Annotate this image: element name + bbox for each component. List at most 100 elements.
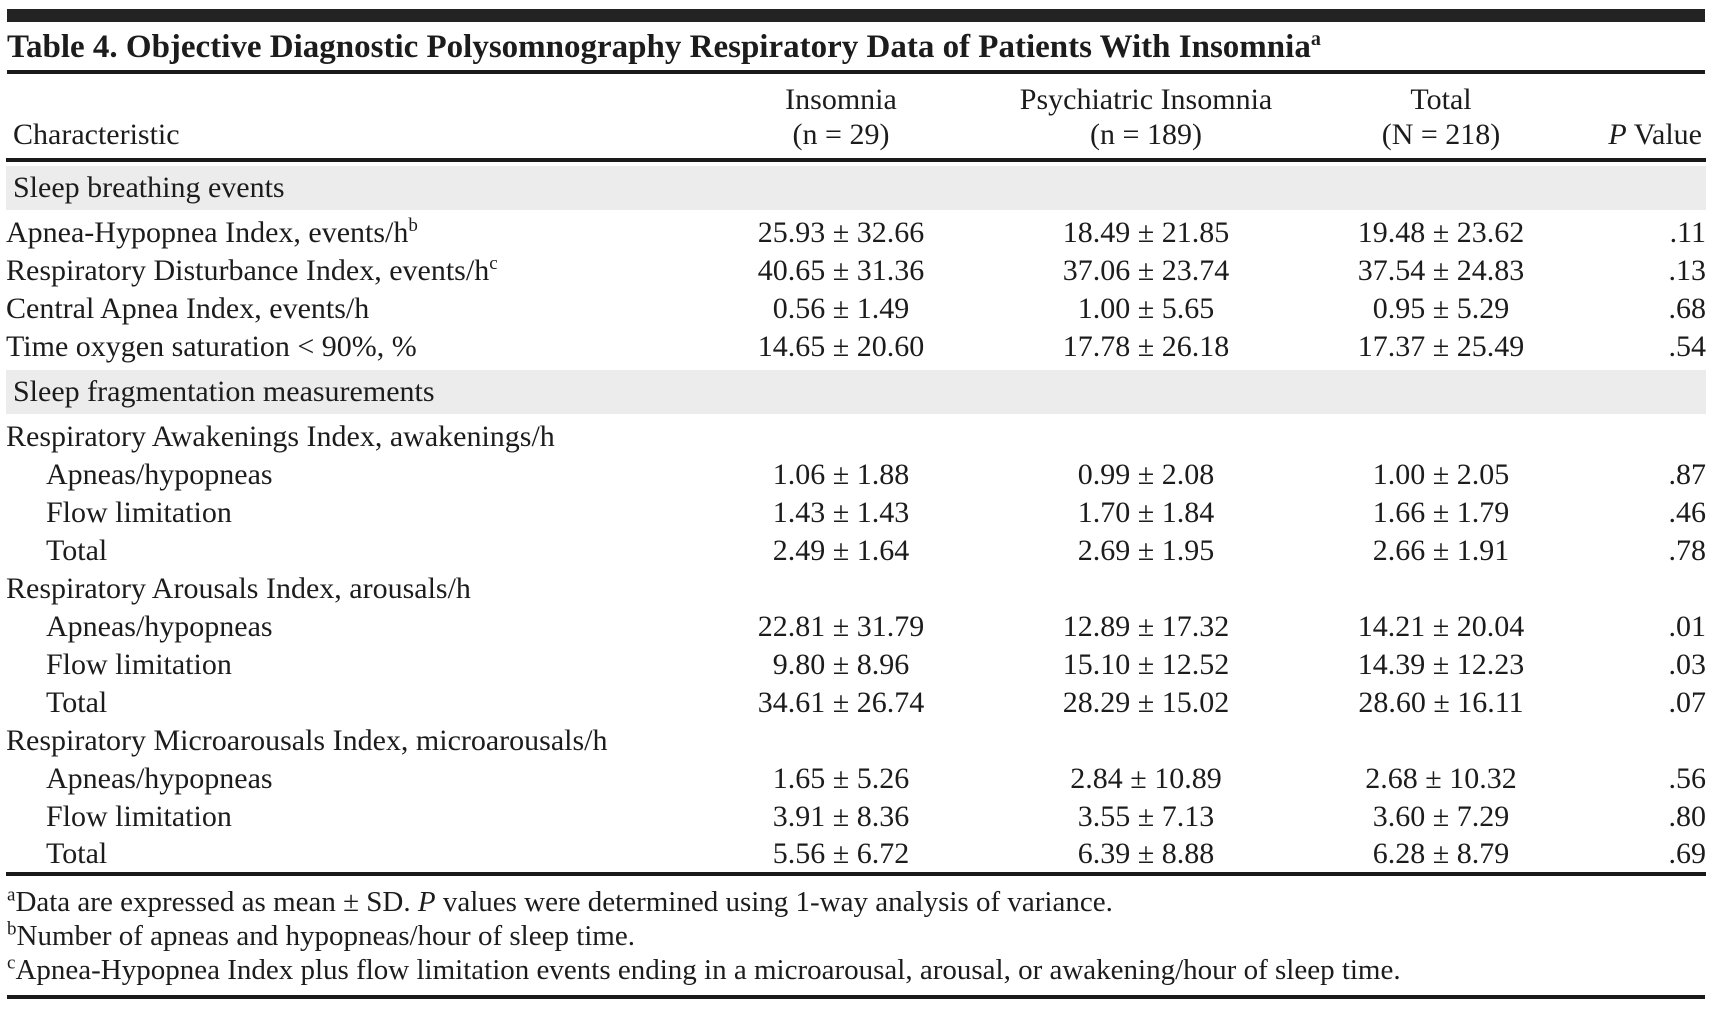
table-row: Apneas/hypopneas 1.65 ± 5.26 2.84 ± 10.89 2…: [6, 760, 1706, 798]
group-subheader-cell: Respiratory Arousals Index, arousals/h: [6, 570, 1706, 608]
footnote-c: cApnea-Hypopnea Index plus flow limitati…: [7, 953, 1705, 987]
value-total: 19.48 ± 23.62: [1357, 216, 1525, 249]
value-insomnia: 34.61 ± 26.74: [757, 686, 925, 719]
value-insomnia: 22.81 ± 31.79: [757, 610, 925, 643]
value-insomnia: 14.65 ± 20.60: [757, 330, 925, 363]
row-label-cell: Flow limitation: [6, 646, 706, 684]
value-insomnia: 1.43 ± 1.43: [772, 496, 910, 529]
row-label: Total: [46, 837, 108, 870]
table-title: Table 4. Objective Diagnostic Polysomnog…: [0, 22, 1712, 70]
value-psychiatric-insomnia: 15.10 ± 12.52: [1062, 648, 1230, 681]
table-row: Flow limitation 3.91 ± 8.36 3.55 ± 7.13 3.6…: [6, 798, 1706, 836]
row-label-cell: Flow limitation: [6, 798, 706, 836]
footnote-b-superscript: b: [7, 918, 17, 940]
value-insomnia: 3.91 ± 8.36: [772, 800, 910, 833]
table-row: Total 34.61 ± 26.74 28.29 ± 15.02 28.60 ± 1…: [6, 684, 1706, 722]
row-label: Apnea-Hypopnea Index, events/h: [6, 216, 409, 249]
row-label: Flow limitation: [46, 800, 232, 833]
value-psychiatric-insomnia: 0.99 ± 2.08: [1077, 458, 1215, 491]
value-psychiatric-insomnia: 28.29 ± 15.02: [1062, 686, 1230, 719]
row-label-superscript: c: [489, 253, 498, 274]
row-label-cell: Total: [6, 836, 706, 874]
row-label: Apneas/hypopneas: [46, 458, 273, 491]
top-rule: [7, 9, 1705, 22]
value-total: 3.60 ± 7.29: [1372, 800, 1510, 833]
value-insomnia: 1.65 ± 5.26: [772, 762, 910, 795]
section-header-label: Sleep fragmentation measurements: [13, 375, 435, 408]
value-total: 28.60 ± 16.11: [1358, 686, 1524, 719]
value-total: 14.39 ± 12.23: [1357, 648, 1525, 681]
footnote-b: bNumber of apneas and hypopneas/hour of …: [7, 919, 1705, 953]
p-value: .78: [1668, 534, 1707, 567]
table-row: Total 5.56 ± 6.72 6.39 ± 8.88 6.28 ± 8.79 .6…: [6, 836, 1706, 874]
value-insomnia: 25.93 ± 32.66: [757, 216, 925, 249]
column-header-psychiatric-line1: Psychiatric Insomnia: [1019, 83, 1273, 116]
row-label: Total: [46, 686, 108, 719]
row-label-cell: Apneas/hypopneas: [6, 760, 706, 798]
column-header-psychiatric-line2: (n = 189): [1090, 118, 1202, 151]
group-subheader-row: Respiratory Microarousals Index, microar…: [6, 722, 1706, 760]
p-value: .01: [1668, 610, 1707, 643]
row-label: Flow limitation: [46, 648, 232, 681]
value-total: 1.00 ± 2.05: [1372, 458, 1510, 491]
footnote-c-superscript: c: [7, 952, 16, 974]
row-label-cell: Apneas/hypopneas: [6, 456, 706, 494]
value-insomnia: 0.56 ± 1.49: [772, 292, 910, 325]
row-label-cell: Total: [6, 532, 706, 570]
value-psychiatric-insomnia: 37.06 ± 23.74: [1062, 254, 1230, 287]
row-label-cell: Respiratory Disturbance Index, events/hc: [6, 252, 706, 290]
value-psychiatric-insomnia: 1.00 ± 5.65: [1077, 292, 1215, 325]
row-label-cell: Central Apnea Index, events/h: [6, 290, 706, 328]
value-insomnia: 2.49 ± 1.64: [772, 534, 910, 567]
row-label-cell: Flow limitation: [6, 494, 706, 532]
value-insomnia: 1.06 ± 1.88: [772, 458, 910, 491]
value-psychiatric-insomnia: 18.49 ± 21.85: [1062, 216, 1230, 249]
row-label-cell: Time oxygen saturation < 90%, %: [6, 328, 706, 366]
value-total: 2.66 ± 1.91: [1372, 534, 1510, 567]
footnote-a-text: Data are expressed as mean ± SD.: [15, 886, 418, 918]
bottom-rule: [7, 995, 1705, 999]
table-header: Characteristic Insomnia (n = 29) Psychia…: [6, 74, 1706, 162]
column-header-insomnia: Insomnia (n = 29): [706, 74, 976, 162]
column-header-total-line1: Total: [1410, 83, 1472, 116]
value-total: 37.54 ± 24.83: [1357, 254, 1525, 287]
p-value-label-rest: Value: [1626, 118, 1702, 151]
footnote-a-superscript: a: [7, 884, 16, 906]
table-row: Apneas/hypopneas 22.81 ± 31.79 12.89 ± 17.…: [6, 608, 1706, 646]
table-title-superscript: a: [1310, 28, 1321, 50]
row-label: Apneas/hypopneas: [46, 762, 273, 795]
p-value: .80: [1668, 800, 1707, 833]
p-value: .11: [1669, 216, 1706, 249]
value-psychiatric-insomnia: 1.70 ± 1.84: [1077, 496, 1215, 529]
table-row: Respiratory Disturbance Index, events/hc…: [6, 252, 1706, 290]
section-header-band: Sleep fragmentation measurements: [6, 370, 1706, 414]
footnote-b-text: Number of apneas and hypopneas/hour of s…: [16, 920, 636, 952]
footnote-a-text-post: values were determined using 1-way analy…: [435, 886, 1113, 918]
value-total: 0.95 ± 5.29: [1372, 292, 1510, 325]
p-value: .68: [1668, 292, 1707, 325]
column-header-p-value: P Value: [1566, 74, 1706, 162]
row-label-cell: Apneas/hypopneas: [6, 608, 706, 646]
footnotes: aData are expressed as mean ± SD. P valu…: [7, 876, 1705, 987]
table-body: Sleep breathing events Apnea-Hypopnea Ind…: [6, 160, 1706, 874]
column-header-total-line2: (N = 218): [1381, 118, 1501, 151]
row-label-cell: Apnea-Hypopnea Index, events/hb: [6, 214, 706, 252]
value-psychiatric-insomnia: 6.39 ± 8.88: [1077, 837, 1215, 870]
table-title-text: Table 4. Objective Diagnostic Polysomnog…: [7, 29, 1311, 65]
table-row: Time oxygen saturation < 90%, % 14.65 ± 2…: [6, 328, 1706, 366]
value-psychiatric-insomnia: 2.84 ± 10.89: [1070, 762, 1222, 795]
value-total: 2.68 ± 10.32: [1365, 762, 1517, 795]
p-value: .56: [1668, 762, 1707, 795]
section-header-band: Sleep breathing events: [6, 166, 1706, 210]
value-psychiatric-insomnia: 12.89 ± 17.32: [1062, 610, 1230, 643]
table-row: Flow limitation 9.80 ± 8.96 15.10 ± 12.52 1…: [6, 646, 1706, 684]
table-row: Flow limitation 1.43 ± 1.43 1.70 ± 1.84 1.6…: [6, 494, 1706, 532]
p-value: .69: [1668, 837, 1707, 870]
group-subheader-row: Respiratory Awakenings Index, awakenings…: [6, 418, 1706, 456]
column-header-characteristic-label: Characteristic: [13, 118, 180, 151]
row-label: Time oxygen saturation < 90%, %: [6, 330, 417, 363]
section-header-label: Sleep breathing events: [13, 171, 285, 204]
footnote-a-italic-p: P: [417, 886, 436, 918]
header-row: Characteristic Insomnia (n = 29) Psychia…: [6, 74, 1706, 162]
